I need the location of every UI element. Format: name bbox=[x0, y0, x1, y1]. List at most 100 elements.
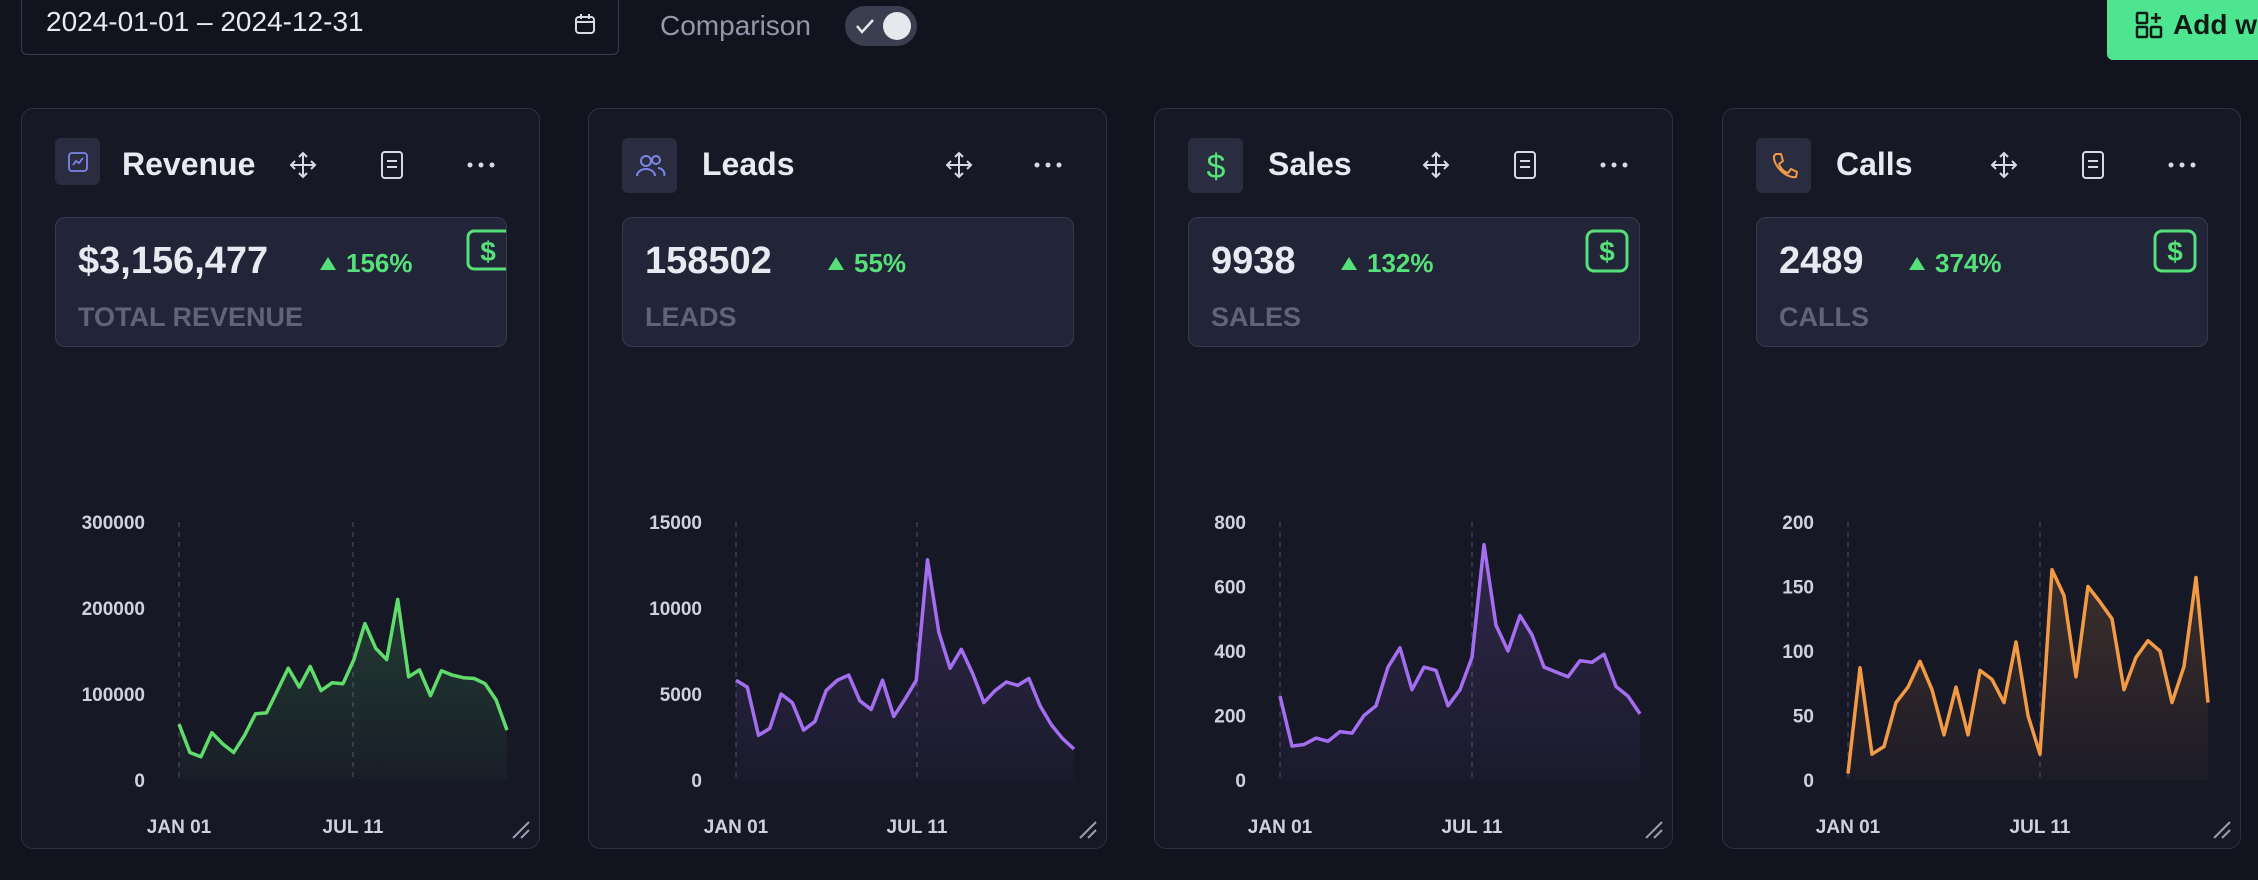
notes-button[interactable] bbox=[2075, 147, 2111, 183]
y-tick-label: 5000 bbox=[660, 685, 702, 706]
more-button[interactable] bbox=[2164, 147, 2200, 183]
revenue-chart: 300000 200000 100000 0 JAN 01 JUL 11 bbox=[82, 513, 509, 838]
move-icon bbox=[1422, 151, 1450, 179]
date-range-picker[interactable]: 2024-01-01 – 2024-12-31 bbox=[21, 0, 619, 55]
y-tick-label: 0 bbox=[1803, 771, 1814, 792]
move-icon bbox=[1990, 151, 2018, 179]
more-button[interactable] bbox=[1030, 147, 1066, 183]
x-tick-label: JAN 01 bbox=[704, 817, 769, 838]
series-line bbox=[1278, 542, 1642, 748]
move-button[interactable] bbox=[285, 147, 321, 183]
svg-text:$: $ bbox=[2167, 236, 2183, 267]
up-arrow-icon bbox=[1341, 257, 1357, 270]
y-tick-label: 100 bbox=[1782, 642, 1814, 663]
series-area bbox=[1848, 569, 2208, 780]
resize-handle-icon[interactable] bbox=[1642, 818, 1664, 840]
y-tick-label: 15000 bbox=[649, 513, 702, 534]
add-widget-icon bbox=[2135, 11, 2163, 39]
move-icon bbox=[945, 151, 973, 179]
y-tick-label: 100000 bbox=[82, 685, 145, 706]
y-tick-label: 600 bbox=[1214, 578, 1246, 599]
notes-button[interactable] bbox=[1507, 147, 1543, 183]
resize-handle-icon[interactable] bbox=[509, 818, 531, 840]
move-icon bbox=[289, 151, 317, 179]
x-tick-label: JUL 11 bbox=[1442, 817, 1503, 838]
move-button[interactable] bbox=[941, 147, 977, 183]
stat-change: 156% bbox=[320, 248, 413, 279]
date-range-value: 2024-01-01 – 2024-12-31 bbox=[46, 5, 364, 37]
y-tick-label: 0 bbox=[134, 771, 145, 792]
series-line bbox=[177, 597, 509, 759]
stat-value: 158502 bbox=[645, 240, 772, 282]
y-tick-label: 800 bbox=[1214, 513, 1246, 534]
up-arrow-icon bbox=[1909, 257, 1925, 270]
stat-change: 55% bbox=[828, 248, 906, 279]
series-line bbox=[735, 558, 1076, 751]
more-button[interactable] bbox=[1596, 147, 1632, 183]
sales-card: $ Sales 9938 132% SALES $ 800 600 400 200 0 J… bbox=[1154, 108, 1673, 849]
stat-value: $3,156,477 bbox=[78, 240, 269, 282]
resize-handle-icon[interactable] bbox=[2210, 818, 2232, 840]
stat-change: 374% bbox=[1909, 248, 2002, 279]
move-button[interactable] bbox=[1986, 147, 2022, 183]
calls-icon-box bbox=[1756, 138, 1811, 193]
change-value: 55% bbox=[854, 248, 907, 278]
y-tick-label: 200000 bbox=[82, 599, 145, 620]
y-tick-label: 10000 bbox=[649, 599, 702, 620]
up-arrow-icon bbox=[828, 257, 844, 270]
stat-label: CALLS bbox=[1779, 302, 1869, 332]
x-tick-label: JAN 01 bbox=[1248, 817, 1313, 838]
svg-text:$: $ bbox=[480, 236, 496, 267]
change-value: 156% bbox=[346, 248, 413, 278]
change-value: 374% bbox=[1935, 248, 2002, 278]
more-icon bbox=[1600, 162, 1628, 168]
x-tick-label: JUL 11 bbox=[887, 817, 948, 838]
dollar-badge-icon: $ bbox=[1585, 229, 1629, 273]
card-title: Sales bbox=[1268, 146, 1352, 182]
add-widget-label: Add wi bbox=[2173, 9, 2258, 40]
calls-card: Calls 2489 374% CALLS $ 200 150 100 50 0 JAN … bbox=[1722, 108, 2241, 849]
y-tick-label: 300000 bbox=[82, 513, 145, 534]
stat-box: 9938 132% SALES $ bbox=[1188, 217, 1640, 347]
stat-label: SALES bbox=[1211, 302, 1302, 332]
leads-chart: 15000 10000 5000 0 JAN 01 JUL 11 bbox=[649, 513, 1076, 838]
series-line bbox=[1846, 567, 2210, 774]
card-title: Revenue bbox=[122, 146, 256, 182]
y-tick-label: 0 bbox=[691, 771, 702, 792]
document-icon bbox=[2082, 151, 2104, 179]
more-icon bbox=[467, 162, 495, 168]
sales-chart: 800 600 400 200 0 JAN 01 JUL 11 bbox=[1214, 513, 1642, 838]
x-tick-label: JUL 11 bbox=[323, 817, 384, 838]
sales-icon-box: $ bbox=[1188, 138, 1243, 193]
series-area bbox=[736, 559, 1074, 780]
stat-box: 2489 374% CALLS $ bbox=[1756, 217, 2208, 347]
y-tick-label: 0 bbox=[1235, 771, 1246, 792]
stat-value: 2489 bbox=[1779, 240, 1864, 282]
phone-icon bbox=[1772, 152, 1798, 178]
more-button[interactable] bbox=[463, 147, 499, 183]
move-button[interactable] bbox=[1418, 147, 1454, 183]
revenue-icon-box bbox=[55, 138, 100, 185]
notes-button[interactable] bbox=[374, 147, 410, 183]
change-value: 132% bbox=[1367, 248, 1434, 278]
x-tick-label: JUL 11 bbox=[2010, 817, 2071, 838]
check-icon bbox=[856, 19, 874, 34]
series-area bbox=[179, 599, 507, 780]
add-widget-button[interactable]: Add wi bbox=[2107, 0, 2258, 60]
card-title: Leads bbox=[702, 146, 795, 182]
y-tick-label: 200 bbox=[1782, 513, 1814, 534]
x-tick-label: JAN 01 bbox=[1816, 817, 1881, 838]
y-tick-label: 50 bbox=[1793, 707, 1814, 728]
stat-change: 132% bbox=[1341, 248, 1434, 279]
series-area bbox=[1280, 544, 1640, 780]
revenue-card: Revenue $3,156,477 156% TOTAL REVENUE $ … bbox=[21, 108, 540, 849]
comparison-label: Comparison bbox=[660, 10, 811, 41]
resize-handle-icon[interactable] bbox=[1076, 818, 1098, 840]
comparison-toggle[interactable] bbox=[845, 6, 917, 46]
x-tick-label: JAN 01 bbox=[147, 817, 212, 838]
stat-box: $3,156,477 156% TOTAL REVENUE $ bbox=[55, 217, 507, 347]
chart-icon bbox=[67, 151, 88, 172]
y-tick-label: 200 bbox=[1214, 707, 1246, 728]
y-tick-label: 400 bbox=[1214, 642, 1246, 663]
more-icon bbox=[2168, 162, 2196, 168]
